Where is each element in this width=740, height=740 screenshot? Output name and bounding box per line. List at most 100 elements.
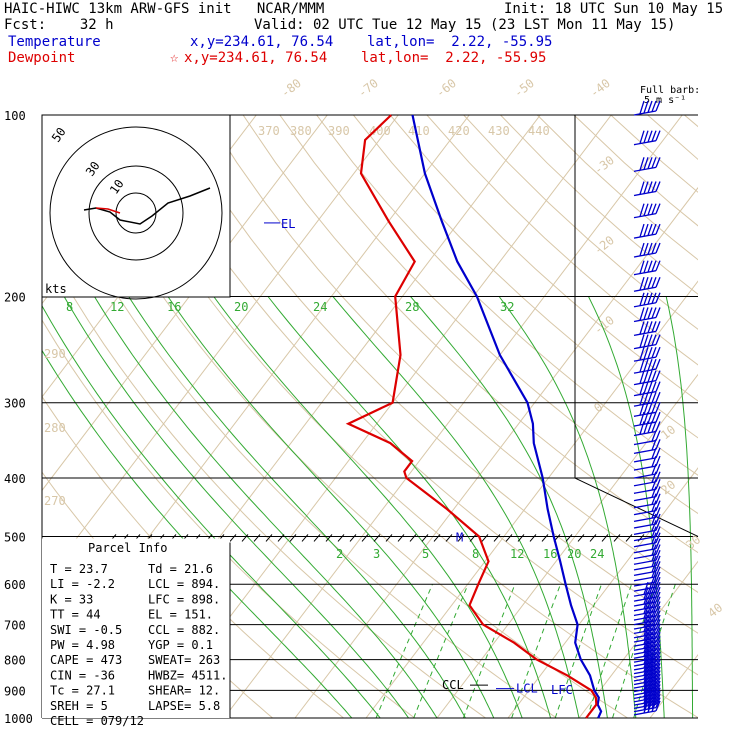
wind-barb-flag [655,223,661,235]
wind-barb-flag [655,479,661,490]
dry-adiabat-label: 410 [408,124,430,138]
wind-barb-flag [651,596,657,608]
wind-barb-flag [643,684,649,697]
wind-barb-flag [651,623,657,635]
mixing-ratio-label: 12 [510,547,524,561]
wind-barb-flag [651,486,657,498]
dewpoint-legend: Dewpoint [8,50,76,66]
mixing-ratio-line [554,584,602,718]
wind-barb-flag [647,292,653,305]
lfc-label: LFC [551,683,573,697]
wind-barb-flag [647,666,653,679]
mixing-ratio-label: 20 [567,547,581,561]
wind-barb-flag [651,544,657,556]
wind-barb-flag [655,640,661,651]
isotherm-line [365,280,698,718]
wind-barb-flag [639,391,645,406]
wind-barb-flag [647,100,653,113]
dry-adiabat-label: 390 [328,124,350,138]
parcel-info-row-left: T = 23.7 [50,562,108,576]
isotherm-label: 10 [658,422,678,442]
mixing-ratio-label: 3 [373,547,380,561]
wind-barb-flag [651,555,657,567]
wind-barb-flag [655,550,661,561]
temperature-legend: Temperature [8,34,101,50]
wind-barb-flag [643,370,649,383]
hatch-mark [589,534,597,542]
wind-barb-flag [643,627,649,641]
wind-barb-flag [643,677,649,690]
wind-barb-flag [639,334,645,348]
wind-barb-flag [651,561,657,573]
parcel-info-row-right: LAPSE= 5.8 [148,699,220,713]
parcel-info-row-right: YGP = 0.1 [148,638,213,652]
hatch-mark [337,534,345,542]
wind-barb-flag [655,402,661,413]
wind-barb-flag [651,181,657,193]
wind-barb-flag [655,421,661,432]
hodograph-units-label: kts [45,282,67,296]
isotherm-line [294,186,698,718]
wind-barb-flag [647,619,653,632]
hodograph-ring-label: 50 [49,125,69,145]
wind-barb-flag [651,260,657,272]
wind-barb-flag [655,346,661,358]
wind-barb-flag [655,370,661,381]
wind-barb-flag [651,566,657,578]
hatch-mark [445,534,453,542]
dry-adiabat-label: 270 [44,494,66,508]
wind-barb-flag [655,321,661,332]
wind-barb-flag [655,644,661,655]
wind-barb-flag [655,447,661,459]
wind-barb-flag [639,100,645,114]
wind-barb-flag [655,635,661,647]
wind-barb-flag [655,130,661,141]
wind-barb-flag [655,605,661,617]
wind-barb-flag [651,647,657,660]
wind-barb-flag [651,655,657,667]
wind-barb-flag [643,292,649,306]
dry-adiabat-line [58,115,628,718]
hatch-mark [625,534,633,542]
isotherm-label: -60 [433,76,459,100]
moist-adiabat-label: 16 [167,300,181,314]
wind-barb-flag [655,687,661,699]
wind-barb-flag [643,223,649,237]
isotherm-line [649,654,698,718]
wind-barb-flag [647,690,653,703]
wind-barb-flag [639,346,645,361]
wind-barb-flag [651,500,657,512]
wind-barb-flag [643,358,649,372]
lcl-label: LCL [516,682,538,696]
parcel-info-row-left: CAPE = 473 [50,653,122,667]
wind-barb-flag [643,666,649,680]
hatch-mark [517,534,525,542]
hatch-mark [349,534,357,542]
wind-barb-flag [651,493,657,505]
wind-barb-flag [651,292,657,304]
wind-barb-flag [647,596,653,609]
wind-barb-flag [643,260,649,273]
wind-barb-flag [643,694,649,707]
wind-barb-flag [639,130,645,144]
temperature-location: x,y=234.61, 76.54 lat,lon= 2.22, -55.95 [190,34,553,50]
pressure-tick-label: 600 [4,578,26,592]
wind-barb-flag [639,402,645,416]
wind-barb-flag [643,647,649,661]
wind-barb-flag [651,571,657,583]
wind-barb-flag [651,479,657,491]
wind-barb-flag [651,663,657,675]
wind-barb-flag [651,601,657,613]
wind-barb-flag [647,694,653,707]
isotherm-label: -80 [278,76,304,100]
mixing-ratio-line [586,584,633,718]
wind-barb-flag [647,391,653,404]
wind-barb-flag [647,277,653,289]
wind-barb-flag [651,358,657,371]
parcel-info-row-right: LFC = 898. [148,592,220,606]
isotherm-label: 40 [705,600,725,620]
wind-barb-flag [639,307,645,321]
mixing-ratio-label: 5 [422,547,429,561]
wind-barb-flag [651,636,657,648]
wind-barb-flag [647,334,653,347]
